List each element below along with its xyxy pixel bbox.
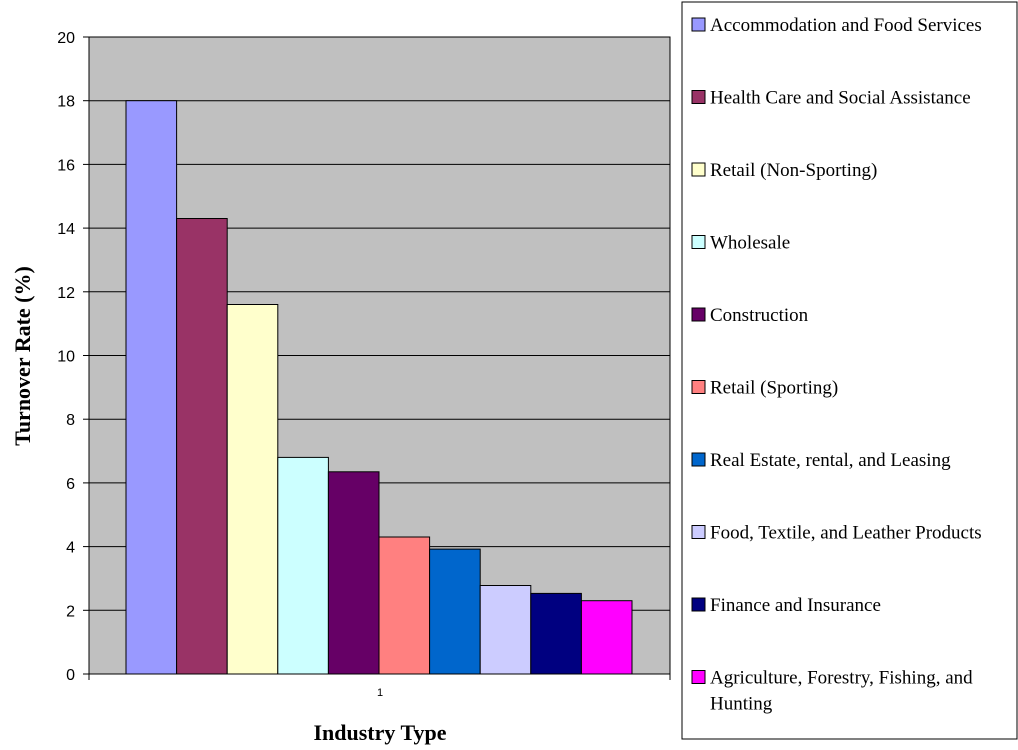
y-tick-label: 2 (66, 603, 75, 620)
y-tick-label: 14 (57, 221, 75, 238)
legend-swatch-9 (691, 597, 706, 612)
legend: Accommodation and Food Services Health Ca… (691, 15, 982, 715)
bars (125, 100, 633, 675)
y-tick-label: 8 (66, 412, 75, 429)
bar-1 (125, 100, 178, 675)
bar-5 (327, 471, 380, 675)
bar-3 (226, 304, 279, 675)
y-axis-title: Turnover Rate (%) (10, 266, 35, 446)
legend-swatch-10 (691, 670, 706, 684)
bar-6 (378, 536, 431, 675)
legend-swatch-3 (691, 162, 706, 177)
legend-label-2: Health Care and Social Assistance (710, 88, 971, 109)
bar-8 (479, 585, 532, 675)
legend-swatch-2 (691, 90, 706, 104)
legend-label-3: Retail (Non-Sporting) (710, 160, 877, 181)
legend-label-6: Retail (Sporting) (710, 378, 838, 399)
y-axis-ticks: 0 2 4 6 8 10 12 14 16 18 20 (57, 30, 89, 684)
x-tick-label: 1 (377, 687, 383, 699)
legend-swatch-5 (691, 307, 706, 322)
legend-box (681, 1, 1018, 740)
bar-4 (277, 456, 329, 675)
y-tick-label: 12 (57, 285, 75, 302)
legend-label-10: Agriculture, Forestry, Fishing, and Hunti… (710, 668, 973, 715)
legend-label-8: Food, Textile, and Leather Products (710, 523, 982, 544)
y-tick-label: 10 (57, 349, 75, 366)
y-tick-label: 0 (66, 667, 75, 684)
y-tick-label: 20 (57, 30, 75, 47)
legend-label-9: Finance and Insurance (710, 595, 881, 616)
bar-10 (580, 600, 633, 675)
legend-swatch-8 (691, 525, 706, 539)
y-tick-label: 16 (57, 157, 75, 174)
y-tick-label: 18 (57, 94, 75, 111)
legend-swatch-1 (691, 17, 706, 32)
legend-swatch-4 (691, 235, 706, 249)
legend-label-4: Wholesale (710, 233, 790, 254)
y-tick-label: 4 (66, 540, 75, 557)
legend-label-1: Accommodation and Food Services (710, 15, 982, 36)
legend-label-5: Construction (710, 305, 809, 326)
legend-swatch-7 (691, 452, 706, 467)
bar-9 (530, 592, 582, 675)
x-axis-title: Industry Type (313, 720, 446, 745)
bar-2 (176, 218, 228, 675)
bar-7 (429, 548, 481, 675)
legend-label-7: Real Estate, rental, and Leasing (710, 450, 951, 471)
y-tick-label: 6 (66, 476, 75, 493)
legend-swatch-6 (691, 380, 706, 394)
